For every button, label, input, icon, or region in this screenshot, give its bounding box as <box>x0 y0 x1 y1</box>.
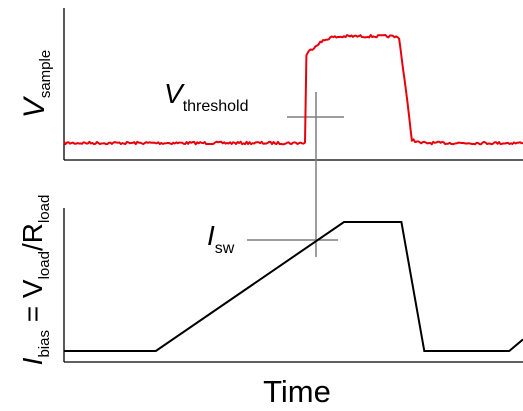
bottom-ramp-series <box>64 221 523 352</box>
switching-current-label-symbol: I <box>207 220 215 251</box>
switching-current-label-subscript: sw <box>215 240 235 257</box>
threshold-label: Vthreshold <box>164 78 249 115</box>
bottom-y-label: Ibias = Vload/Rload <box>17 195 53 366</box>
bottom-y-label-part-4: /R <box>17 223 48 251</box>
top-y-label-subscript: sample <box>37 50 54 98</box>
top-y-label: Vsample <box>18 50 54 118</box>
bottom-panel: Ibias = Vload/Rload Isw Time <box>17 195 523 409</box>
threshold-label-symbol: V <box>164 78 185 109</box>
top-signal-series <box>63 34 523 146</box>
bottom-y-label-part-2: = V <box>17 279 48 330</box>
bottom-y-label-part-5: load <box>36 195 53 223</box>
bottom-y-label-part-0: I <box>17 357 48 365</box>
top-y-label-symbol: V <box>18 95 51 118</box>
bottom-y-label-part-1: bias <box>36 330 53 358</box>
top-panel: Vsample Vthreshold <box>18 8 523 161</box>
switching-current-label: Isw <box>207 220 235 257</box>
bottom-y-label-part-3: load <box>36 251 53 279</box>
threshold-label-subscript: threshold <box>183 98 249 115</box>
x-axis-label: Time <box>263 374 331 409</box>
